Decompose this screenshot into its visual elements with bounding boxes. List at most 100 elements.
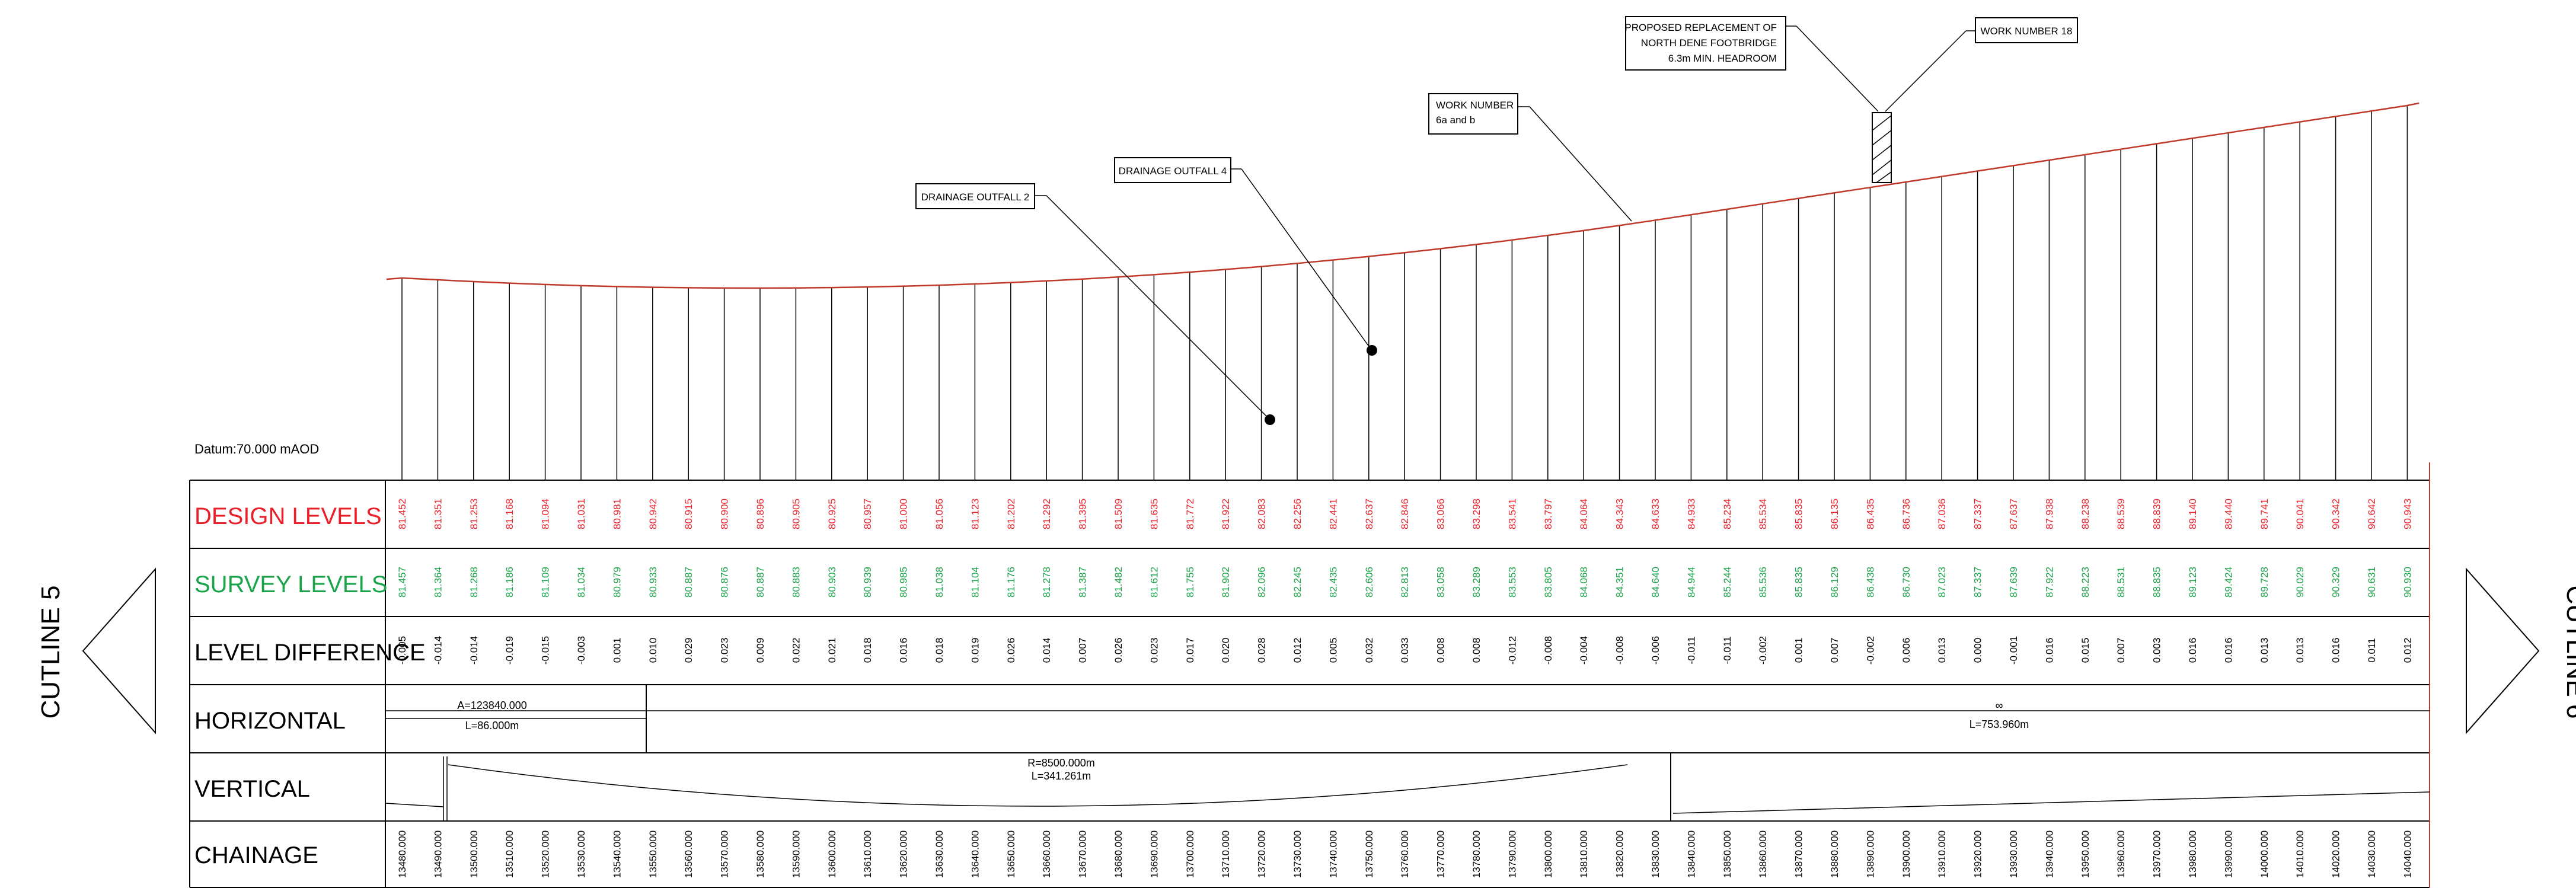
level-diff-value: 0.016 xyxy=(2044,638,2055,663)
survey-level-value: 81.902 xyxy=(1220,567,1231,598)
level-diff-value: -0.008 xyxy=(1614,636,1626,665)
chainage-value: 13710.000 xyxy=(1220,830,1231,878)
chainage-value: 13660.000 xyxy=(1041,830,1052,878)
footbridge-marker xyxy=(1872,112,1892,183)
survey-level-value: 81.176 xyxy=(1005,567,1017,598)
level-diff-value: 0.016 xyxy=(2223,638,2234,663)
level-diff-value: 0.016 xyxy=(898,638,909,663)
design-level-value: 80.942 xyxy=(647,499,659,529)
level-diff-value: 0.022 xyxy=(790,638,802,663)
design-level-value: 88.539 xyxy=(2115,499,2127,529)
level-diff-value: 0.010 xyxy=(647,638,659,663)
chainage-value: 14030.000 xyxy=(2366,830,2377,878)
chainage-value: 13510.000 xyxy=(504,830,515,878)
survey-level-value: 81.612 xyxy=(1148,567,1160,598)
design-level-value: 80.900 xyxy=(719,499,730,529)
survey-level-value: 80.887 xyxy=(755,567,766,598)
survey-level-value: 82.435 xyxy=(1327,567,1339,598)
design-level-value: 86.135 xyxy=(1829,499,1840,529)
design-level-value: 85.534 xyxy=(1757,499,1769,529)
survey-level-value: 85.536 xyxy=(1757,567,1769,598)
chainage-value: 13960.000 xyxy=(2115,830,2127,878)
design-profile-line xyxy=(386,102,2419,289)
level-diff-value: 0.015 xyxy=(2080,638,2091,663)
design-level-value: 81.031 xyxy=(576,499,587,529)
chainage-value: 14000.000 xyxy=(2259,830,2270,878)
survey-level-value: 84.351 xyxy=(1614,567,1626,598)
design-level-value: 80.925 xyxy=(826,499,838,529)
design-level-value: 88.238 xyxy=(2080,499,2091,529)
survey-level-value: 80.939 xyxy=(862,567,873,598)
survey-level-value: 81.364 xyxy=(432,567,443,598)
design-level-value: 87.938 xyxy=(2044,499,2055,529)
design-level-value: 81.922 xyxy=(1220,499,1231,529)
level-diff-value: 0.008 xyxy=(1435,638,1447,663)
chainage-value: 14020.000 xyxy=(2331,830,2342,878)
level-diff-value: -0.002 xyxy=(1757,636,1769,665)
level-diff-value: 0.020 xyxy=(1220,638,1231,663)
survey-level-value: 86.438 xyxy=(1865,567,1876,598)
design-level-value: 81.292 xyxy=(1041,499,1052,529)
survey-level-value: 88.835 xyxy=(2152,567,2163,598)
level-diff-value: 0.013 xyxy=(1936,638,1948,663)
survey-level-value: 80.883 xyxy=(790,567,802,598)
design-level-value: 81.351 xyxy=(432,499,443,529)
design-level-value: 81.635 xyxy=(1148,499,1160,529)
survey-level-value: 89.123 xyxy=(2187,567,2198,598)
survey-level-value: 85.244 xyxy=(1722,567,1733,598)
design-level-value: 85.234 xyxy=(1722,499,1733,529)
level-diff-value: 0.023 xyxy=(719,638,730,663)
level-diff-value: 0.021 xyxy=(826,638,838,663)
outfall4-marker xyxy=(1367,345,1377,356)
chainage-value: 13740.000 xyxy=(1327,830,1339,878)
level-diff-value: -0.014 xyxy=(468,636,480,665)
survey-level-value: 90.029 xyxy=(2294,567,2306,598)
level-diff-value: 0.028 xyxy=(1256,638,1268,663)
design-level-value: 87.036 xyxy=(1936,499,1948,529)
survey-level-value: 81.038 xyxy=(934,567,945,598)
design-level-value: 89.440 xyxy=(2223,499,2234,529)
cutline-right-label: CUTLINE 6 xyxy=(2561,586,2576,719)
chainage-value: 13990.000 xyxy=(2223,830,2234,878)
level-diff-value: 0.033 xyxy=(1399,638,1410,663)
level-diff-value: 0.012 xyxy=(2402,638,2413,663)
horizontal-seg1-a: A=123840.000 xyxy=(457,699,527,711)
level-diff-value: 0.005 xyxy=(1327,638,1339,663)
level-diff-value: 0.000 xyxy=(1972,638,1984,663)
survey-level-value: 81.387 xyxy=(1077,567,1089,598)
row-title-survey: SURVEY LEVELS xyxy=(194,571,387,598)
annotation-work18: WORK NUMBER 18 xyxy=(1885,17,2078,112)
chainage-value: 14010.000 xyxy=(2294,830,2306,878)
design-level-value: 90.943 xyxy=(2402,499,2413,529)
svg-text:WORK NUMBER 18: WORK NUMBER 18 xyxy=(1981,25,2073,37)
survey-level-value: 88.223 xyxy=(2080,567,2091,598)
design-level-value: 84.064 xyxy=(1578,499,1589,529)
level-diff-value: 0.007 xyxy=(1077,638,1089,663)
survey-level-value: 81.755 xyxy=(1185,567,1196,598)
level-diff-value: 0.011 xyxy=(2366,638,2377,662)
survey-level-value: 80.876 xyxy=(719,567,730,598)
design-level-value: 86.435 xyxy=(1865,499,1876,529)
survey-level-value: 82.245 xyxy=(1292,567,1303,598)
chainage-value: 13630.000 xyxy=(934,830,945,878)
chainage-value: 13840.000 xyxy=(1686,830,1697,878)
survey-level-value: 90.329 xyxy=(2331,567,2342,598)
survey-level-value: 86.129 xyxy=(1829,567,1840,598)
chainage-value: 13970.000 xyxy=(2152,830,2163,878)
design-level-value: 82.441 xyxy=(1327,499,1339,529)
level-diff-value: -0.014 xyxy=(432,636,443,665)
survey-level-value: 83.058 xyxy=(1435,567,1447,598)
chainage-value: 13610.000 xyxy=(862,830,873,878)
design-level-value: 81.452 xyxy=(397,499,408,529)
survey-level-value: 80.979 xyxy=(611,567,623,598)
cutline-left-arrow xyxy=(82,567,156,734)
survey-level-value: 89.728 xyxy=(2259,567,2270,598)
cutline-left-label: CUTLINE 5 xyxy=(36,586,65,719)
level-diff-value: 0.003 xyxy=(2152,638,2163,663)
chainage-value: 13780.000 xyxy=(1471,830,1482,878)
row-title-design: DESIGN LEVELS xyxy=(194,503,382,529)
chainage-value: 13820.000 xyxy=(1614,830,1626,878)
design-level-value: 87.637 xyxy=(2008,499,2019,529)
level-diff-value: -0.004 xyxy=(1578,636,1589,665)
design-level-value: 80.981 xyxy=(611,499,623,529)
